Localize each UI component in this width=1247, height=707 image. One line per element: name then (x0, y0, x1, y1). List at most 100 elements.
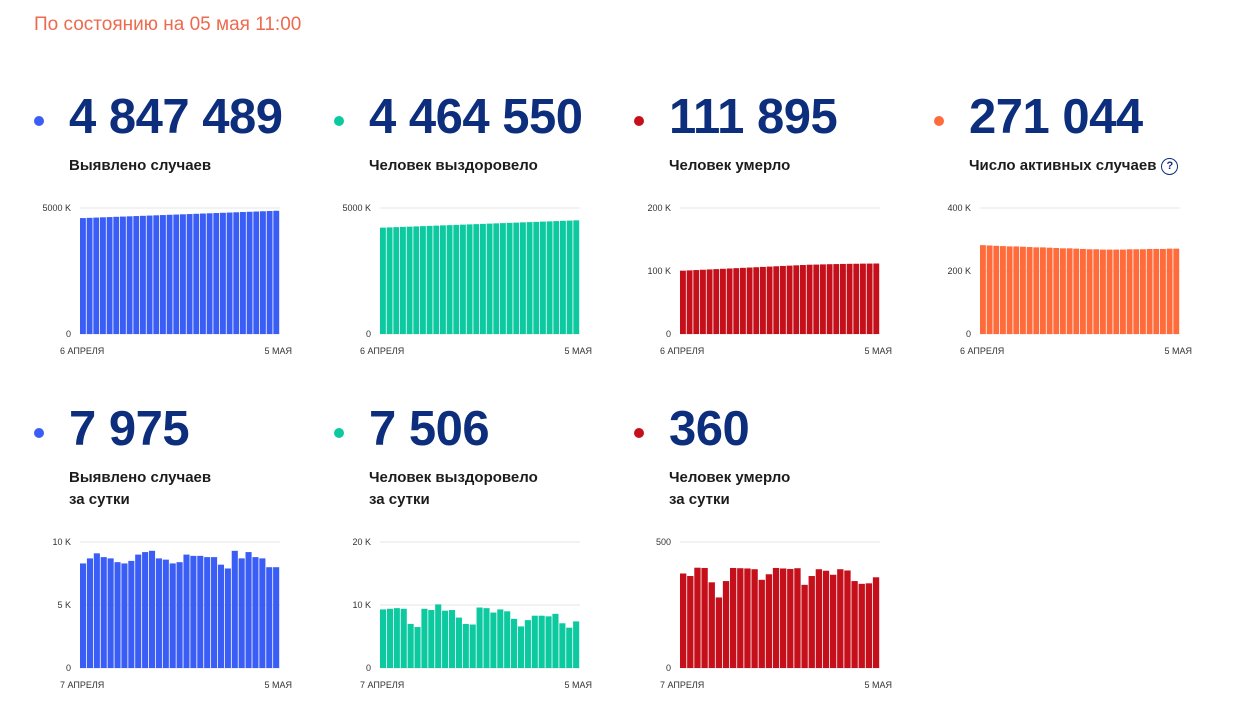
bar[interactable] (753, 267, 760, 334)
bar[interactable] (442, 610, 449, 668)
bar[interactable] (176, 562, 183, 668)
bar[interactable] (765, 574, 773, 668)
bar[interactable] (506, 222, 513, 334)
bar[interactable] (120, 216, 126, 334)
bar[interactable] (533, 221, 540, 334)
bar[interactable] (393, 608, 400, 668)
bar[interactable] (433, 225, 440, 334)
bar[interactable] (853, 263, 860, 334)
bar[interactable] (560, 220, 566, 334)
bar[interactable] (540, 221, 546, 334)
bar[interactable] (826, 264, 833, 334)
bar[interactable] (135, 554, 142, 668)
bar[interactable] (206, 213, 213, 334)
bar[interactable] (793, 265, 800, 334)
bar[interactable] (520, 222, 526, 334)
bar[interactable] (815, 569, 823, 668)
bar[interactable] (435, 604, 442, 668)
bar[interactable] (1133, 249, 1140, 334)
bar[interactable] (220, 212, 226, 334)
bar[interactable] (462, 623, 469, 668)
bar[interactable] (1113, 249, 1120, 334)
bar[interactable] (851, 581, 858, 668)
bar[interactable] (476, 607, 483, 668)
bar[interactable] (266, 567, 273, 668)
bar[interactable] (794, 568, 801, 668)
bar[interactable] (252, 557, 259, 668)
bar[interactable] (142, 552, 149, 668)
bar[interactable] (421, 608, 428, 668)
bar[interactable] (1100, 249, 1106, 334)
bar[interactable] (687, 576, 694, 668)
bar[interactable] (93, 553, 100, 668)
bar[interactable] (566, 220, 573, 334)
bar[interactable] (446, 225, 453, 334)
bar[interactable] (517, 626, 525, 668)
bar[interactable] (1120, 249, 1126, 334)
bar[interactable] (545, 616, 552, 668)
bar[interactable] (720, 268, 726, 334)
bar[interactable] (844, 570, 851, 668)
bar[interactable] (980, 245, 986, 334)
bar[interactable] (100, 557, 107, 668)
bar[interactable] (1106, 249, 1113, 334)
bar[interactable] (993, 245, 1000, 334)
bar[interactable] (538, 615, 545, 668)
bar[interactable] (737, 568, 744, 668)
bar[interactable] (183, 554, 190, 668)
bar[interactable] (801, 584, 808, 668)
bar[interactable] (226, 212, 233, 334)
bar[interactable] (106, 217, 113, 334)
bar[interactable] (1046, 247, 1053, 334)
bar[interactable] (480, 223, 486, 334)
bar[interactable] (986, 245, 993, 334)
bar[interactable] (872, 577, 880, 668)
bar[interactable] (233, 212, 240, 334)
bar[interactable] (80, 218, 86, 334)
bar[interactable] (259, 558, 266, 668)
bar[interactable] (858, 583, 865, 668)
bar[interactable] (380, 227, 386, 334)
bar[interactable] (780, 568, 787, 668)
bar[interactable] (733, 268, 740, 334)
bar[interactable] (428, 610, 435, 668)
bar[interactable] (140, 215, 146, 334)
bar[interactable] (1086, 249, 1093, 334)
bar[interactable] (1020, 246, 1026, 334)
bar[interactable] (786, 265, 793, 334)
bar[interactable] (1006, 246, 1013, 334)
bar[interactable] (746, 267, 753, 334)
bar[interactable] (273, 567, 280, 668)
bar[interactable] (173, 214, 180, 334)
bar[interactable] (1040, 247, 1046, 335)
bar[interactable] (469, 624, 476, 668)
bar[interactable] (820, 264, 826, 334)
bar[interactable] (552, 613, 559, 668)
bar[interactable] (126, 216, 133, 334)
bar[interactable] (773, 266, 780, 334)
bar[interactable] (760, 266, 766, 334)
bar[interactable] (715, 597, 723, 668)
bar[interactable] (253, 211, 260, 334)
bar[interactable] (231, 550, 238, 668)
bar[interactable] (473, 224, 480, 334)
bar[interactable] (238, 558, 245, 668)
bar[interactable] (722, 581, 730, 668)
bar[interactable] (726, 268, 733, 334)
bar[interactable] (524, 620, 531, 668)
bar[interactable] (153, 215, 160, 334)
bar[interactable] (266, 211, 273, 334)
bar[interactable] (245, 552, 252, 668)
bar[interactable] (493, 223, 500, 334)
bar[interactable] (772, 567, 780, 668)
bar[interactable] (1026, 247, 1033, 334)
bar[interactable] (504, 611, 511, 668)
bar[interactable] (197, 555, 204, 668)
bar[interactable] (100, 217, 106, 334)
bar[interactable] (1140, 249, 1146, 334)
bar[interactable] (180, 214, 186, 334)
bar[interactable] (833, 264, 840, 334)
bar[interactable] (694, 567, 701, 668)
bar[interactable] (93, 217, 100, 334)
bar[interactable] (511, 618, 518, 668)
